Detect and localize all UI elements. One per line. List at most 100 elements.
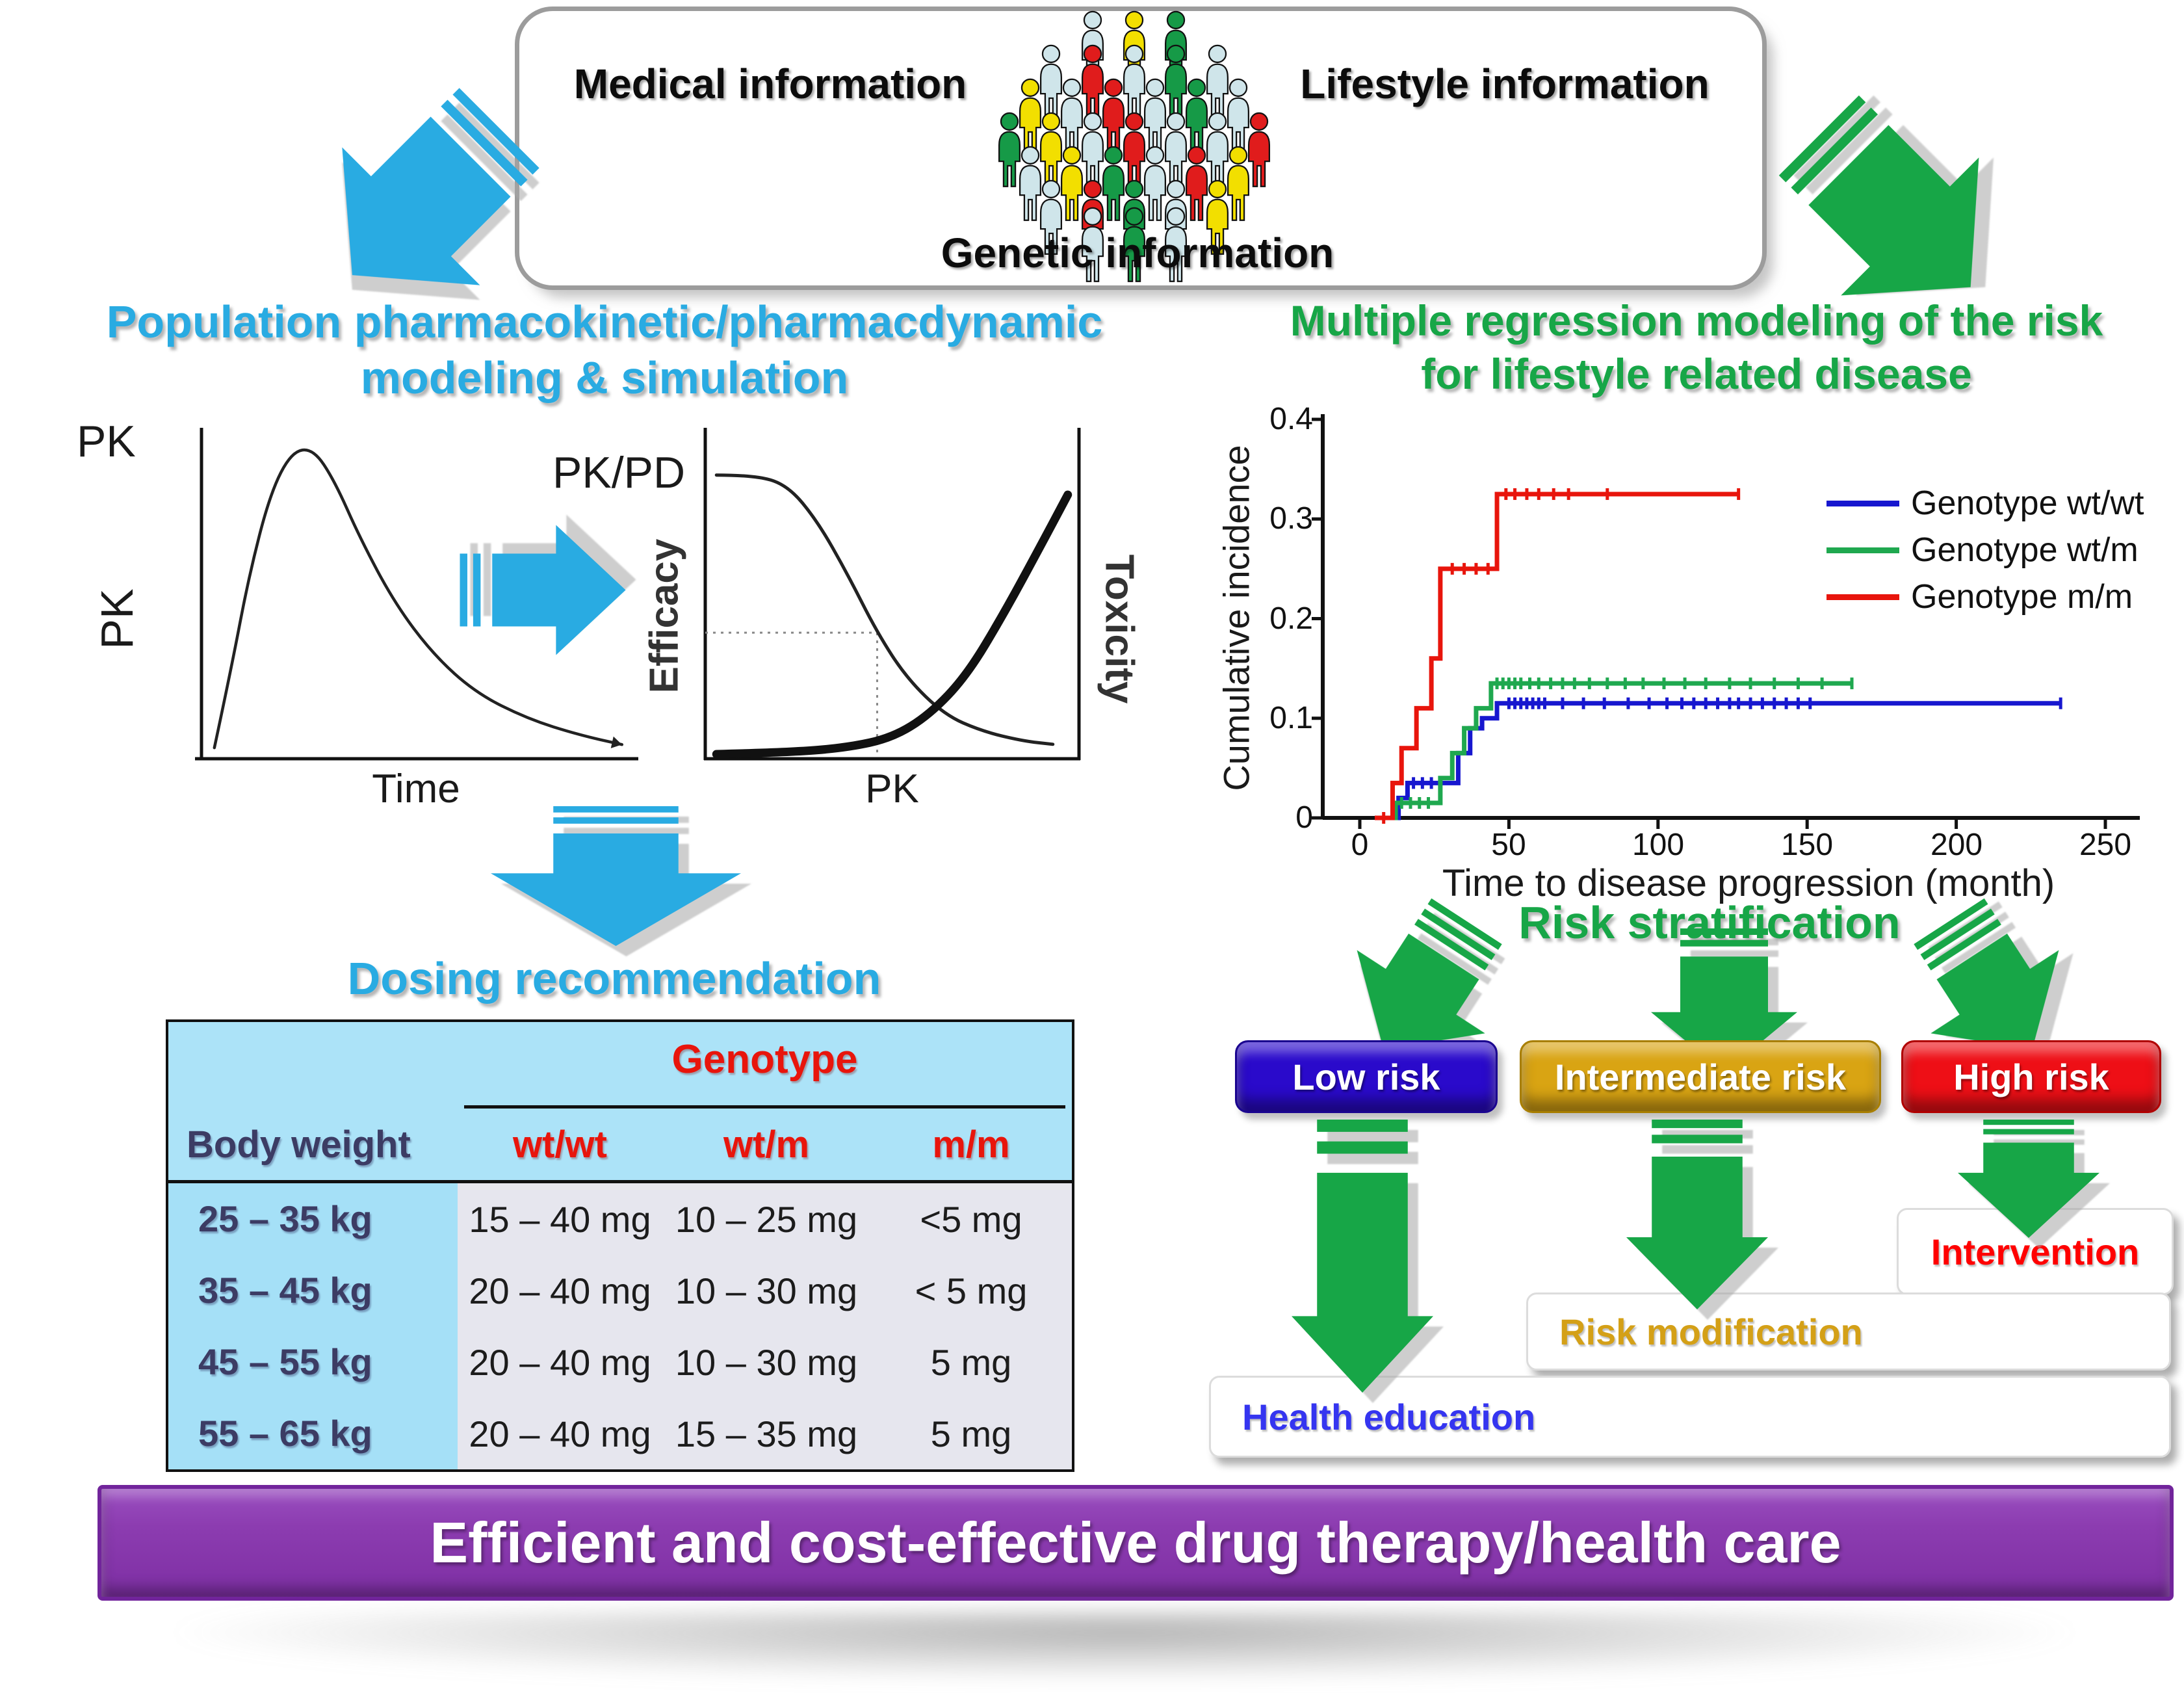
legend-entry-mm: Genotype m/m [1826,573,2144,620]
person-icon [1081,112,1104,187]
xtick-200: 200 [1930,828,1983,862]
toxicity-axis-label: Toxicity [1097,554,1142,704]
legend-entry-wtm: Genotype wt/m [1826,527,2144,573]
dose-cell: 15 – 40 mg [469,1198,651,1240]
dose-cell: 15 – 35 mg [675,1413,858,1454]
ytick-0: 0 [1295,800,1313,835]
table-header-separator [168,1180,1072,1183]
pk-to-pkpd-arrow-icon [460,525,626,655]
high-risk-outcome-arrow-icon [1958,1120,2100,1238]
weight-cell: 55 – 65 kg [168,1398,458,1469]
banner-shadow [156,1611,2093,1683]
medical-information-label: Medical information [573,60,967,107]
risk-modeling-title-line1: Multiple regression modeling of the risk [1290,296,2103,345]
person-icon [1060,78,1084,153]
to-dosing-arrow-icon [491,806,741,946]
person-icon [1060,146,1084,221]
person-icon [1123,207,1146,282]
dose-cell: 10 – 30 mg [675,1341,858,1383]
dose-cell: <5 mg [920,1198,1022,1240]
person-icon [1102,146,1125,221]
pkpd-x-axis-label: PK [865,767,919,811]
population-crowd-icon [982,9,1287,282]
person-icon [1081,207,1104,282]
person-icon [1247,112,1271,187]
cumulative-incidence-chart [1312,414,2140,829]
incidence-x-axis-label: Time to disease progression (month) [1442,862,2055,904]
pk-modeling-title-line1: Population pharmacokinetic/pharmacdynami… [106,296,1103,347]
person-icon [1206,112,1229,187]
pkpd-chart [703,428,1081,761]
table-row: 25 – 35 kg 15 – 40 mg 10 – 25 mg <5 mg [168,1183,1072,1255]
flow-arrow-to-pk-modeling-icon [283,59,568,344]
intermediate-risk-button: Intermediate risk [1520,1040,1881,1113]
table-column-headers: Body weight wt/wt wt/m m/m [168,1109,1072,1180]
genotype-header-row: Genotype [168,1022,1072,1105]
table-body: 25 – 35 kg 15 – 40 mg 10 – 25 mg <5 mg 3… [168,1183,1072,1469]
legend-line-wtwt-icon [1826,500,1899,506]
table-row: 45 – 55 kg 20 – 40 mg 10 – 30 mg 5 mg [168,1326,1072,1398]
table-row: 55 – 65 kg 20 – 40 mg 15 – 35 mg 5 mg [168,1398,1072,1469]
ytick-0.1: 0.1 [1269,701,1313,735]
person-icon [1164,112,1188,187]
risk-modeling-title-line2: for lifestyle related disease [1421,350,1972,398]
ytick-0.3: 0.3 [1269,501,1313,536]
person-icon [998,112,1021,187]
pk-time-chart [195,428,638,761]
xtick-150: 150 [1780,828,1834,862]
to-intermediate-risk-arrow-icon [1651,928,1797,1073]
person-icon [1039,112,1063,187]
genotype-underline [464,1105,1065,1109]
col-header-wtwt: wt/wt [513,1123,607,1166]
weight-cell: 35 – 45 kg [168,1255,458,1326]
col-header-mm: m/m [932,1123,1010,1166]
weight-cell: 25 – 35 kg [168,1183,458,1255]
genetic-information-label: Genetic information [941,230,1334,276]
xtick-0: 0 [1351,828,1369,862]
conclusion-banner: Efficient and cost-effective drug therap… [98,1485,2174,1601]
xtick-50: 50 [1491,828,1526,862]
person-icon [1185,146,1208,221]
person-icon [1039,44,1063,120]
to-high-risk-arrow-icon [1885,880,2096,1091]
dosing-recommendation-title: Dosing recommendation [347,953,881,1004]
pkpd-corner-label: PK/PD [552,448,686,497]
person-icon [1143,78,1167,153]
person-icon [1081,44,1104,120]
person-icon [1019,146,1042,221]
intermediate-risk-outcome-arrow-icon [1626,1120,1768,1309]
xtick-250: 250 [2079,828,2132,862]
table-row: 35 – 45 kg 20 – 40 mg 10 – 30 mg < 5 mg [168,1255,1072,1326]
dose-cell: 5 mg [930,1341,1012,1383]
risk-modification-box: Risk modification [1526,1293,2171,1371]
pk-x-axis-label: Time [372,767,460,811]
dose-cell: 10 – 30 mg [675,1270,858,1311]
person-icon [1102,78,1125,153]
health-education-box: Health education [1209,1376,2171,1458]
lifestyle-information-label: Lifestyle information [1300,60,1710,107]
weight-cell: 45 – 55 kg [168,1326,458,1398]
dose-cell: 20 – 40 mg [469,1341,651,1383]
conclusion-banner-text: Efficient and cost-effective drug therap… [430,1510,1841,1575]
low-risk-outcome-arrow-icon [1292,1120,1433,1393]
person-icon [1143,146,1167,221]
dose-cell: 10 – 25 mg [675,1198,858,1240]
dose-cell: 5 mg [930,1413,1012,1454]
dosing-table: Genotype Body weight wt/wt wt/m m/m 25 –… [166,1019,1074,1472]
legend-line-mm-icon [1826,594,1899,600]
dose-cell: < 5 mg [915,1270,1028,1311]
person-icon [1227,78,1250,153]
ytick-0.4: 0.4 [1269,402,1313,436]
xtick-100: 100 [1632,828,1685,862]
low-risk-button: Low risk [1235,1040,1498,1113]
flow-arrow-to-risk-modeling-icon [1750,66,2039,356]
legend-line-wtm-icon [1826,547,1899,553]
chart-legend: Genotype wt/wt Genotype wt/m Genotype m/… [1826,480,2144,620]
person-icon [1227,146,1250,221]
person-icon [1123,112,1146,187]
person-icon [1185,78,1208,153]
person-icon [1206,179,1229,255]
person-icon [1123,44,1146,120]
person-icon [1164,44,1188,120]
